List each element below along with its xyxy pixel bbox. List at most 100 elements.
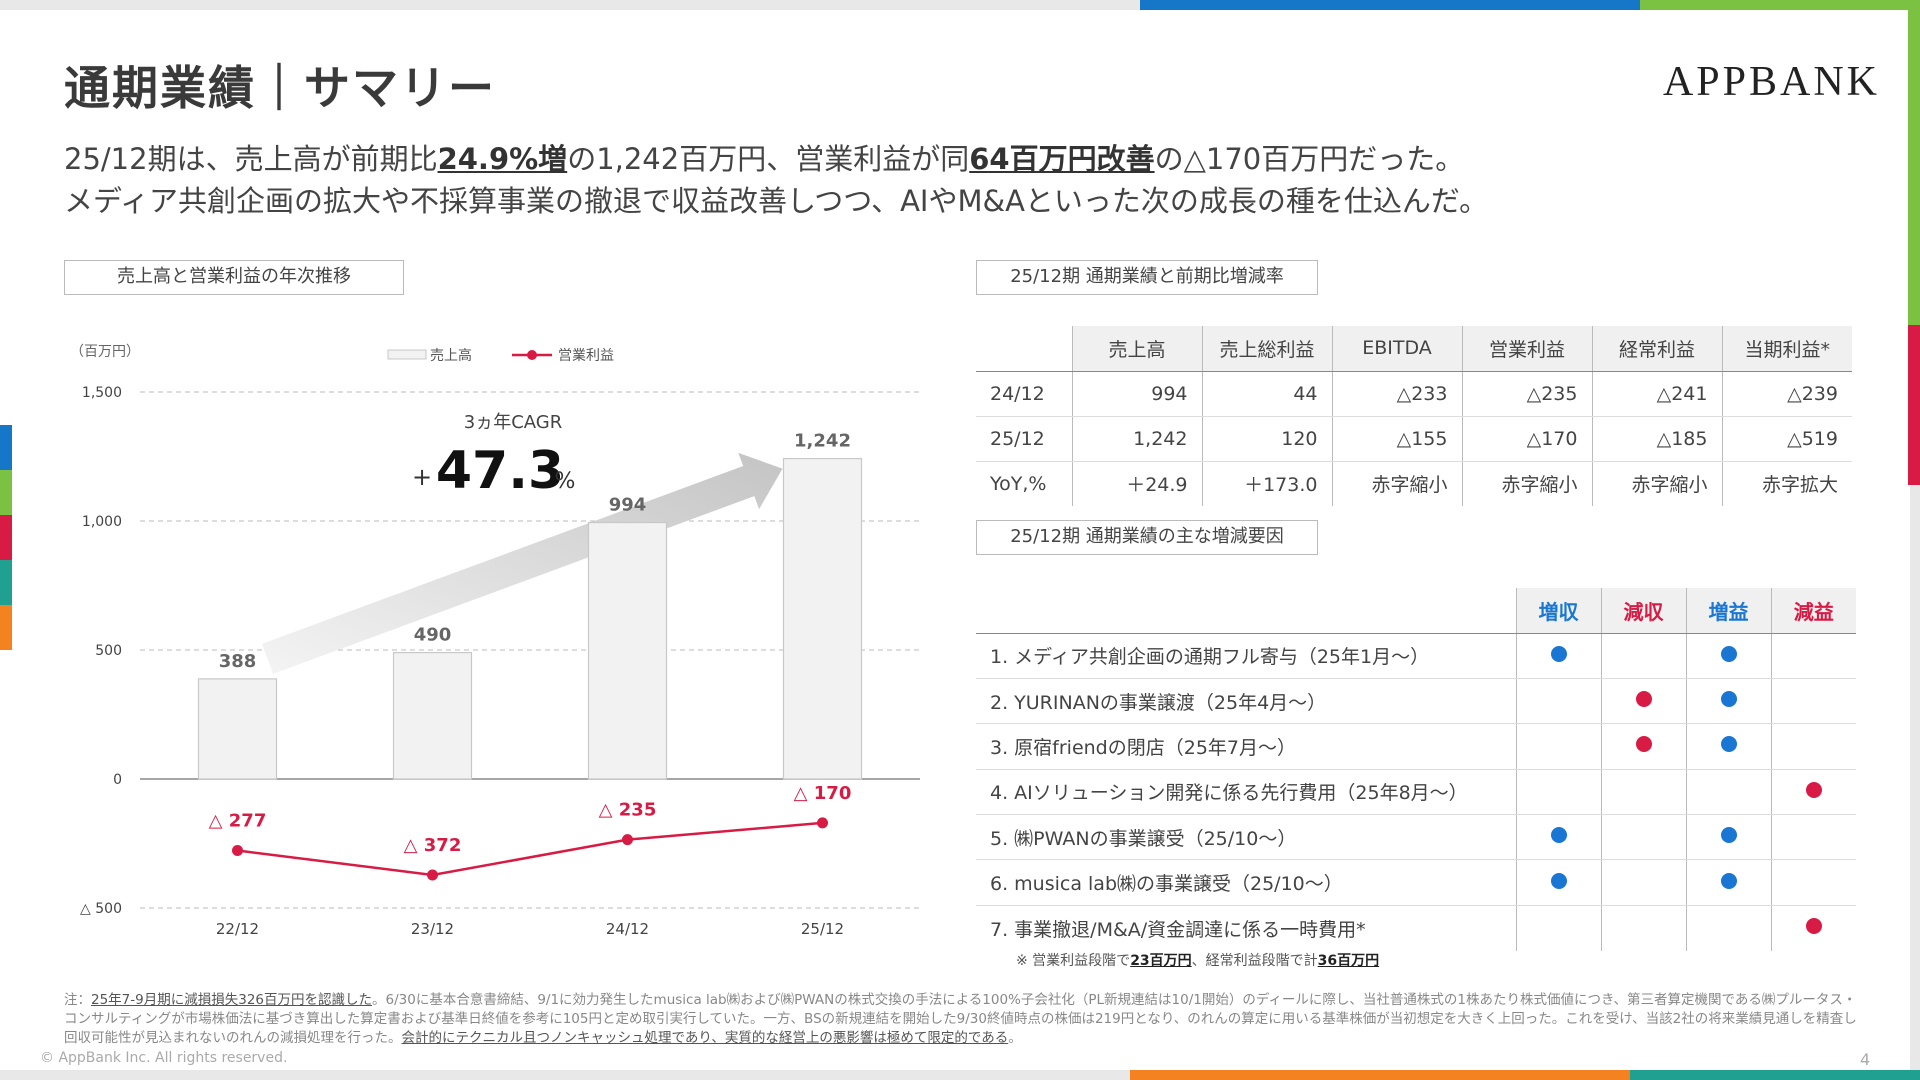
blue-dot-icon bbox=[1720, 645, 1737, 662]
summary-text: 25/12期は、売上高が前期比24.9%増の1,242百万円、営業利益が同64百… bbox=[64, 138, 1884, 222]
right-stripe-green bbox=[1908, 10, 1920, 325]
blue-dot-icon bbox=[1550, 645, 1567, 662]
factor-cell bbox=[1600, 678, 1686, 725]
factor-cell bbox=[1685, 769, 1771, 816]
factor-cell bbox=[1600, 633, 1686, 679]
operating-income-point bbox=[427, 869, 438, 881]
red-dot-icon bbox=[1805, 781, 1822, 798]
growth-arrow-icon bbox=[262, 452, 783, 674]
x-tick-label: 24/12 bbox=[606, 920, 649, 938]
summary-line-2: メディア共創企画の拡大や不採算事業の撤退で収益改善しつつ、AIやM&Aといった次… bbox=[64, 184, 1489, 218]
copyright: © AppBank Inc. All rights reserved. bbox=[40, 1050, 288, 1066]
results-col-header: 営業利益 bbox=[1461, 326, 1592, 372]
factor-cell bbox=[1515, 769, 1601, 816]
factors-col-revenue-up: 増収 bbox=[1515, 588, 1601, 634]
page-title: 通期業績｜サマリー bbox=[64, 61, 496, 115]
blue-dot-icon bbox=[1550, 827, 1567, 844]
factors-note-part-a: ※ 営業利益段階で bbox=[1016, 953, 1131, 969]
legend-line-label: 営業利益 bbox=[558, 348, 614, 364]
y-tick-label: 1,500 bbox=[82, 385, 122, 401]
results-cell: 44 bbox=[1201, 371, 1332, 417]
factors-col-revenue-down: 減収 bbox=[1600, 588, 1686, 634]
revenue-bar bbox=[782, 457, 863, 780]
factor-cell bbox=[1685, 859, 1771, 906]
legend-bar-swatch bbox=[387, 349, 427, 360]
footnote-body: 。6/30に基本合意書締結、9/1に効力発生したmusica lab㈱および㈱P… bbox=[64, 992, 1857, 1046]
blue-dot-icon bbox=[1550, 872, 1567, 889]
operating-income-point bbox=[232, 844, 243, 856]
left-stripe-teal bbox=[0, 560, 12, 605]
factor-cell bbox=[1600, 905, 1686, 951]
factor-cell bbox=[1515, 859, 1601, 906]
y-unit-label: （百万円） bbox=[70, 344, 140, 360]
results-cell: △235 bbox=[1461, 371, 1592, 417]
factor-label: 1. メディア共創企画の通期フル寄与（25年1月～） bbox=[976, 633, 1516, 679]
results-cell: △170 bbox=[1461, 416, 1592, 462]
factors-section-title: 25/12期 通期業績の主な増減要因 bbox=[976, 520, 1318, 555]
factor-cell bbox=[1770, 859, 1856, 906]
revenue-bar-label: 1,242 bbox=[794, 431, 851, 452]
factor-cell bbox=[1515, 633, 1601, 679]
factor-cell bbox=[1685, 678, 1771, 725]
results-header-blank bbox=[976, 326, 1072, 372]
y-tick-label: 0 bbox=[113, 772, 122, 788]
factor-cell bbox=[1600, 814, 1686, 861]
factor-label: 5. ㈱PWANの事業譲受（25/10～） bbox=[976, 814, 1516, 861]
results-cell: ＋24.9 bbox=[1071, 461, 1202, 506]
operating-income-label: △ 372 bbox=[404, 835, 462, 856]
chart-section-title: 売上高と営業利益の年次推移 bbox=[64, 260, 404, 295]
left-stripe-red bbox=[0, 515, 12, 560]
red-dot-icon bbox=[1635, 736, 1652, 753]
operating-income-label: △ 235 bbox=[599, 800, 657, 821]
factors-note-ord-amount: 36百万円 bbox=[1317, 953, 1380, 969]
table-row: 2. YURINANの事業譲渡（25年4月～） bbox=[976, 678, 1856, 725]
factor-cell bbox=[1515, 723, 1601, 770]
left-stripe-orange bbox=[0, 605, 12, 650]
results-cell: △239 bbox=[1721, 371, 1852, 417]
x-tick-label: 25/12 bbox=[801, 920, 844, 938]
appbank-logo: APPBANK bbox=[1662, 59, 1880, 105]
top-stripe-blue bbox=[1140, 0, 1640, 10]
factors-note-part-c: 、経常利益段階で計 bbox=[1191, 953, 1318, 969]
results-cell: △519 bbox=[1721, 416, 1852, 462]
x-tick-label: 23/12 bbox=[411, 920, 454, 938]
factors-col-profit-down: 減益 bbox=[1770, 588, 1856, 634]
table-row: 6. musica lab㈱の事業譲受（25/10～） bbox=[976, 859, 1856, 906]
blue-dot-icon bbox=[1720, 736, 1737, 753]
y-tick-label: △ 500 bbox=[80, 901, 122, 917]
revenue-bar bbox=[392, 651, 473, 780]
factor-cell bbox=[1770, 678, 1856, 725]
bottom-stripe-teal bbox=[1630, 1070, 1920, 1080]
factors-note: ※ 営業利益段階で23百万円、経常利益段階で計36百万円 bbox=[1016, 950, 1379, 970]
results-col-header: 経常利益 bbox=[1591, 326, 1722, 372]
left-stripe-green bbox=[0, 470, 12, 515]
y-tick-label: 500 bbox=[95, 643, 122, 659]
revenue-bar bbox=[197, 678, 278, 780]
page-number: 4 bbox=[1860, 1050, 1871, 1069]
blue-dot-icon bbox=[1720, 827, 1737, 844]
factor-cell bbox=[1515, 678, 1601, 725]
results-cell: 赤字縮小 bbox=[1461, 461, 1592, 506]
results-cell: △155 bbox=[1331, 416, 1462, 462]
factor-cell bbox=[1600, 723, 1686, 770]
results-row-period: 24/12 bbox=[976, 371, 1072, 417]
footnote-prefix: 注： bbox=[64, 992, 91, 1008]
factor-cell bbox=[1515, 905, 1601, 951]
summary-line1-part-c: の△170百万円だった。 bbox=[1154, 142, 1465, 176]
legend-bar-label: 売上高 bbox=[430, 347, 472, 364]
summary-line1-part-a: 25/12期は、売上高が前期比 bbox=[64, 142, 438, 176]
red-dot-icon bbox=[1805, 918, 1822, 935]
factor-cell bbox=[1685, 905, 1771, 951]
results-cell: △241 bbox=[1591, 371, 1722, 417]
revenue-bar-label: 994 bbox=[609, 495, 647, 516]
blue-dot-icon bbox=[1720, 872, 1737, 889]
results-cell: 赤字拡大 bbox=[1721, 461, 1852, 506]
footnote-conclusion: 会計的にテクニカル且つノンキャッシュ処理であり、実質的な経営上の悪影響は極めて限… bbox=[401, 1030, 1009, 1046]
y-tick-label: 1,000 bbox=[82, 514, 122, 530]
factor-cell bbox=[1685, 723, 1771, 770]
factor-label: 4. AIソリューション開発に係る先行費用（25年8月～） bbox=[976, 769, 1516, 816]
factors-header-row: 増収 減収 増益 減益 bbox=[976, 588, 1856, 634]
footnote: 注：25年7-9月期に減損損失326百万円を認識した。6/30に基本合意書締結、… bbox=[64, 991, 1864, 1048]
legend-line-marker bbox=[527, 350, 537, 360]
top-stripe-green bbox=[1640, 0, 1920, 10]
